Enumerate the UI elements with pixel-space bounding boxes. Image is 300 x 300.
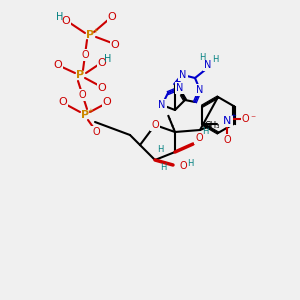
Text: O: O [92, 127, 100, 137]
Text: O: O [78, 90, 86, 100]
Text: P: P [76, 70, 84, 80]
Text: O: O [108, 12, 116, 22]
Text: O: O [98, 58, 106, 68]
Text: P: P [81, 110, 89, 120]
Text: O: O [98, 83, 106, 93]
Text: O: O [224, 135, 231, 145]
Text: H: H [199, 53, 205, 62]
Text: N: N [179, 70, 187, 80]
Text: P: P [86, 30, 94, 40]
Text: N: N [176, 83, 184, 93]
Text: O: O [81, 50, 89, 60]
Text: O: O [58, 97, 68, 107]
Text: H: H [56, 12, 64, 22]
Text: O: O [61, 16, 70, 26]
Text: +: + [87, 108, 93, 114]
Text: N: N [204, 60, 212, 70]
Text: O: O [103, 97, 111, 107]
Text: H: H [187, 158, 193, 167]
Text: H: H [104, 54, 112, 64]
Text: O: O [111, 40, 119, 50]
Text: CH₃: CH₃ [204, 121, 220, 130]
Text: +: + [92, 28, 98, 34]
Text: O: O [242, 114, 249, 124]
Text: N: N [223, 116, 232, 126]
Text: O: O [54, 60, 62, 70]
Text: H: H [160, 164, 166, 172]
Text: H: H [212, 56, 218, 64]
Text: N: N [158, 100, 166, 110]
Text: N: N [196, 85, 204, 95]
Text: O: O [151, 120, 159, 130]
Text: O: O [179, 161, 187, 171]
Text: H: H [202, 128, 208, 136]
Text: H: H [157, 146, 163, 154]
Text: +: + [230, 113, 236, 119]
Text: ⁻: ⁻ [250, 114, 255, 124]
Text: O: O [195, 133, 203, 143]
